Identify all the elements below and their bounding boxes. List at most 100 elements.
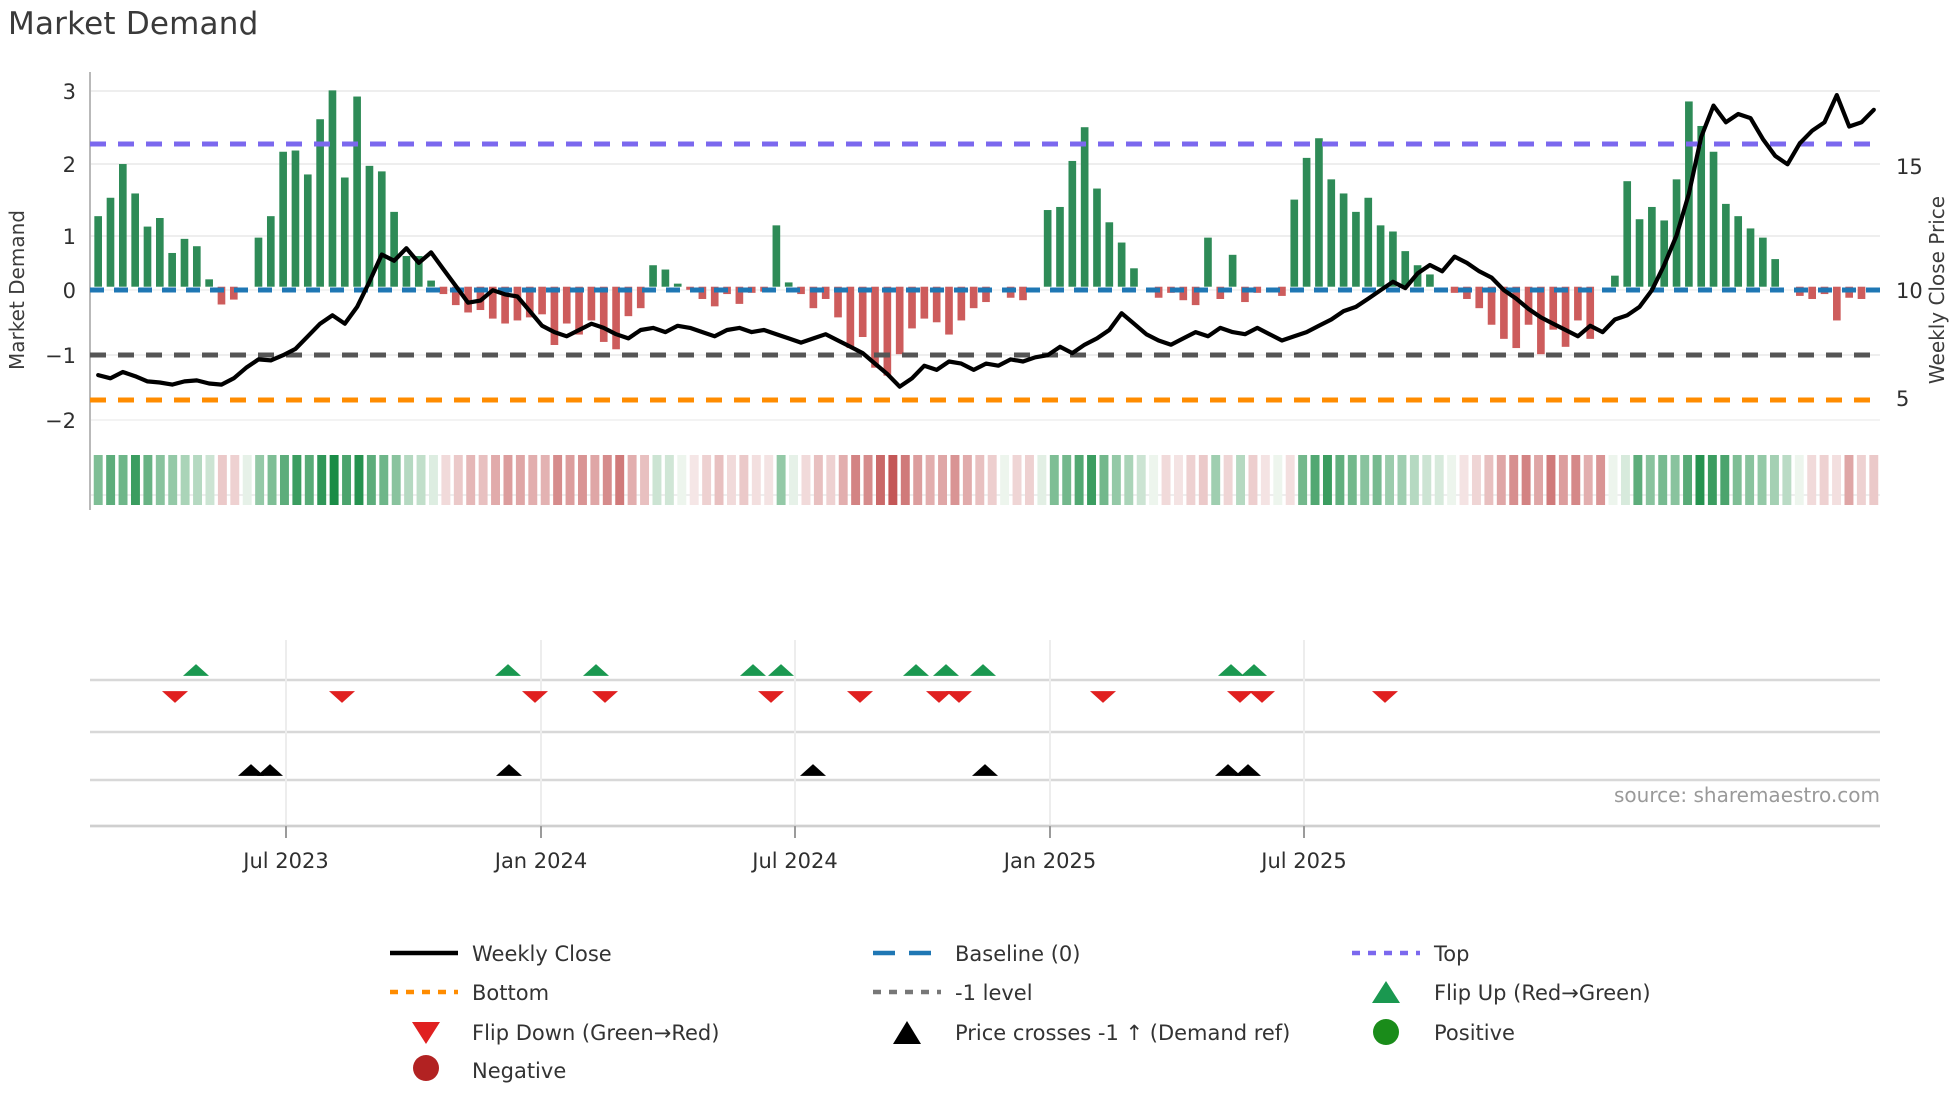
- demand-bar: [624, 286, 633, 317]
- heat-cell: [1807, 455, 1817, 505]
- heat-cell: [255, 455, 265, 505]
- demand-bar: [895, 286, 904, 355]
- demand-bar: [710, 286, 719, 307]
- heat-cell: [1409, 455, 1419, 505]
- demand-bars: [94, 90, 1866, 376]
- heat-cell: [1012, 455, 1022, 505]
- demand-bar: [587, 286, 596, 321]
- heat-cell: [1521, 455, 1531, 505]
- triangle-up-green-icon: [1372, 981, 1400, 1003]
- x-tick-jul-2024: Jul 2024: [750, 849, 837, 873]
- demand-bar: [1734, 216, 1743, 287]
- demand-bar: [143, 226, 152, 287]
- heat-cell: [478, 455, 488, 505]
- heat-cell: [652, 455, 662, 505]
- demand-bar: [883, 286, 892, 376]
- heat-cell: [143, 455, 153, 505]
- legend-label-top: Top: [1433, 942, 1469, 966]
- demand-bar: [1500, 286, 1508, 339]
- demand-bar: [797, 286, 805, 295]
- heat-cell: [503, 455, 513, 505]
- demand-bar: [1315, 138, 1323, 287]
- demand-bar: [1080, 127, 1089, 287]
- demand-bar: [1857, 286, 1866, 299]
- price-cross-marker: [972, 764, 998, 776]
- price-cross-marker: [800, 764, 826, 776]
- heat-cell: [1347, 455, 1357, 505]
- heat-cell: [1087, 455, 1097, 505]
- heat-cell: [913, 455, 923, 505]
- demand-bar: [809, 286, 818, 309]
- heat-cell: [379, 455, 389, 505]
- legend-label-flip-up: Flip Up (Red→Green): [1434, 981, 1651, 1005]
- heat-cell: [1633, 455, 1643, 505]
- chart-legend: Weekly Close Bottom Flip Down (Green→Red…: [390, 942, 1651, 1083]
- heat-cell: [602, 455, 612, 505]
- legend-item-positive[interactable]: Positive: [1373, 1019, 1515, 1045]
- heat-cell: [1198, 455, 1208, 505]
- legend-label-baseline: Baseline (0): [955, 942, 1080, 966]
- demand-bar: [390, 211, 398, 287]
- heat-cell: [975, 455, 985, 505]
- heat-cell: [1335, 455, 1345, 505]
- demand-bar: [427, 280, 435, 287]
- demand-bar: [279, 151, 287, 287]
- heat-cell: [1161, 455, 1171, 505]
- demand-bar: [1833, 286, 1841, 321]
- heat-cell: [1173, 455, 1183, 505]
- demand-bar: [303, 174, 312, 287]
- heat-cell: [677, 455, 687, 505]
- demand-bar: [636, 286, 645, 309]
- heat-cell: [416, 455, 426, 505]
- left-axis-ticks: 3 2 1 0 −1 −2: [45, 80, 76, 433]
- left-tick-m2: −2: [45, 409, 76, 433]
- heat-cell: [1273, 455, 1283, 505]
- demand-bar: [1524, 286, 1533, 325]
- heat-cell: [1136, 455, 1146, 505]
- demand-bar: [834, 286, 842, 318]
- heat-cell: [540, 455, 550, 505]
- legend-item-flip-up[interactable]: Flip Up (Red→Green): [1372, 981, 1651, 1005]
- heat-cell: [1447, 455, 1457, 505]
- heat-cell: [428, 455, 438, 505]
- demand-bar: [316, 119, 324, 287]
- heat-cell: [1459, 455, 1469, 505]
- demand-bar: [439, 286, 448, 295]
- demand-bar: [1574, 286, 1582, 321]
- legend-item-negative[interactable]: Negative: [413, 1055, 566, 1083]
- heat-cell: [1049, 455, 1059, 505]
- legend-item-baseline[interactable]: Baseline (0): [873, 942, 1080, 966]
- demand-bar: [414, 256, 423, 287]
- right-tick-15: 15: [1896, 155, 1923, 179]
- demand-bar: [254, 237, 263, 287]
- legend-item-flip-down[interactable]: Flip Down (Green→Red): [412, 1021, 719, 1045]
- legend-item-minus-one[interactable]: -1 level: [873, 981, 1033, 1005]
- demand-bar: [1709, 151, 1718, 287]
- heat-cell: [1769, 455, 1779, 505]
- heat-cell: [1024, 455, 1034, 505]
- legend-item-bottom[interactable]: Bottom: [390, 981, 549, 1005]
- heat-cell: [1211, 455, 1221, 505]
- heat-cell: [938, 455, 948, 505]
- heat-cell: [193, 455, 203, 505]
- demand-bar: [340, 177, 349, 287]
- flip-up-marker: [740, 664, 766, 676]
- demand-bar: [1302, 157, 1311, 287]
- demand-heat-strip: [93, 455, 1879, 505]
- demand-bar: [205, 279, 213, 287]
- demand-bar: [538, 286, 546, 315]
- left-tick-3: 3: [63, 80, 76, 104]
- heat-cell: [267, 455, 277, 505]
- heat-cell: [1707, 455, 1717, 505]
- demand-bar: [451, 286, 460, 306]
- legend-item-price-cross[interactable]: Price crosses -1 ↑ (Demand ref): [893, 1021, 1290, 1045]
- demand-bar: [1376, 225, 1385, 287]
- demand-bar: [1426, 274, 1434, 287]
- legend-item-weekly-close[interactable]: Weekly Close: [390, 942, 612, 966]
- demand-bar: [1191, 286, 1200, 306]
- heat-cell: [342, 455, 352, 505]
- demand-bar: [1093, 188, 1101, 287]
- legend-item-top[interactable]: Top: [1352, 942, 1469, 966]
